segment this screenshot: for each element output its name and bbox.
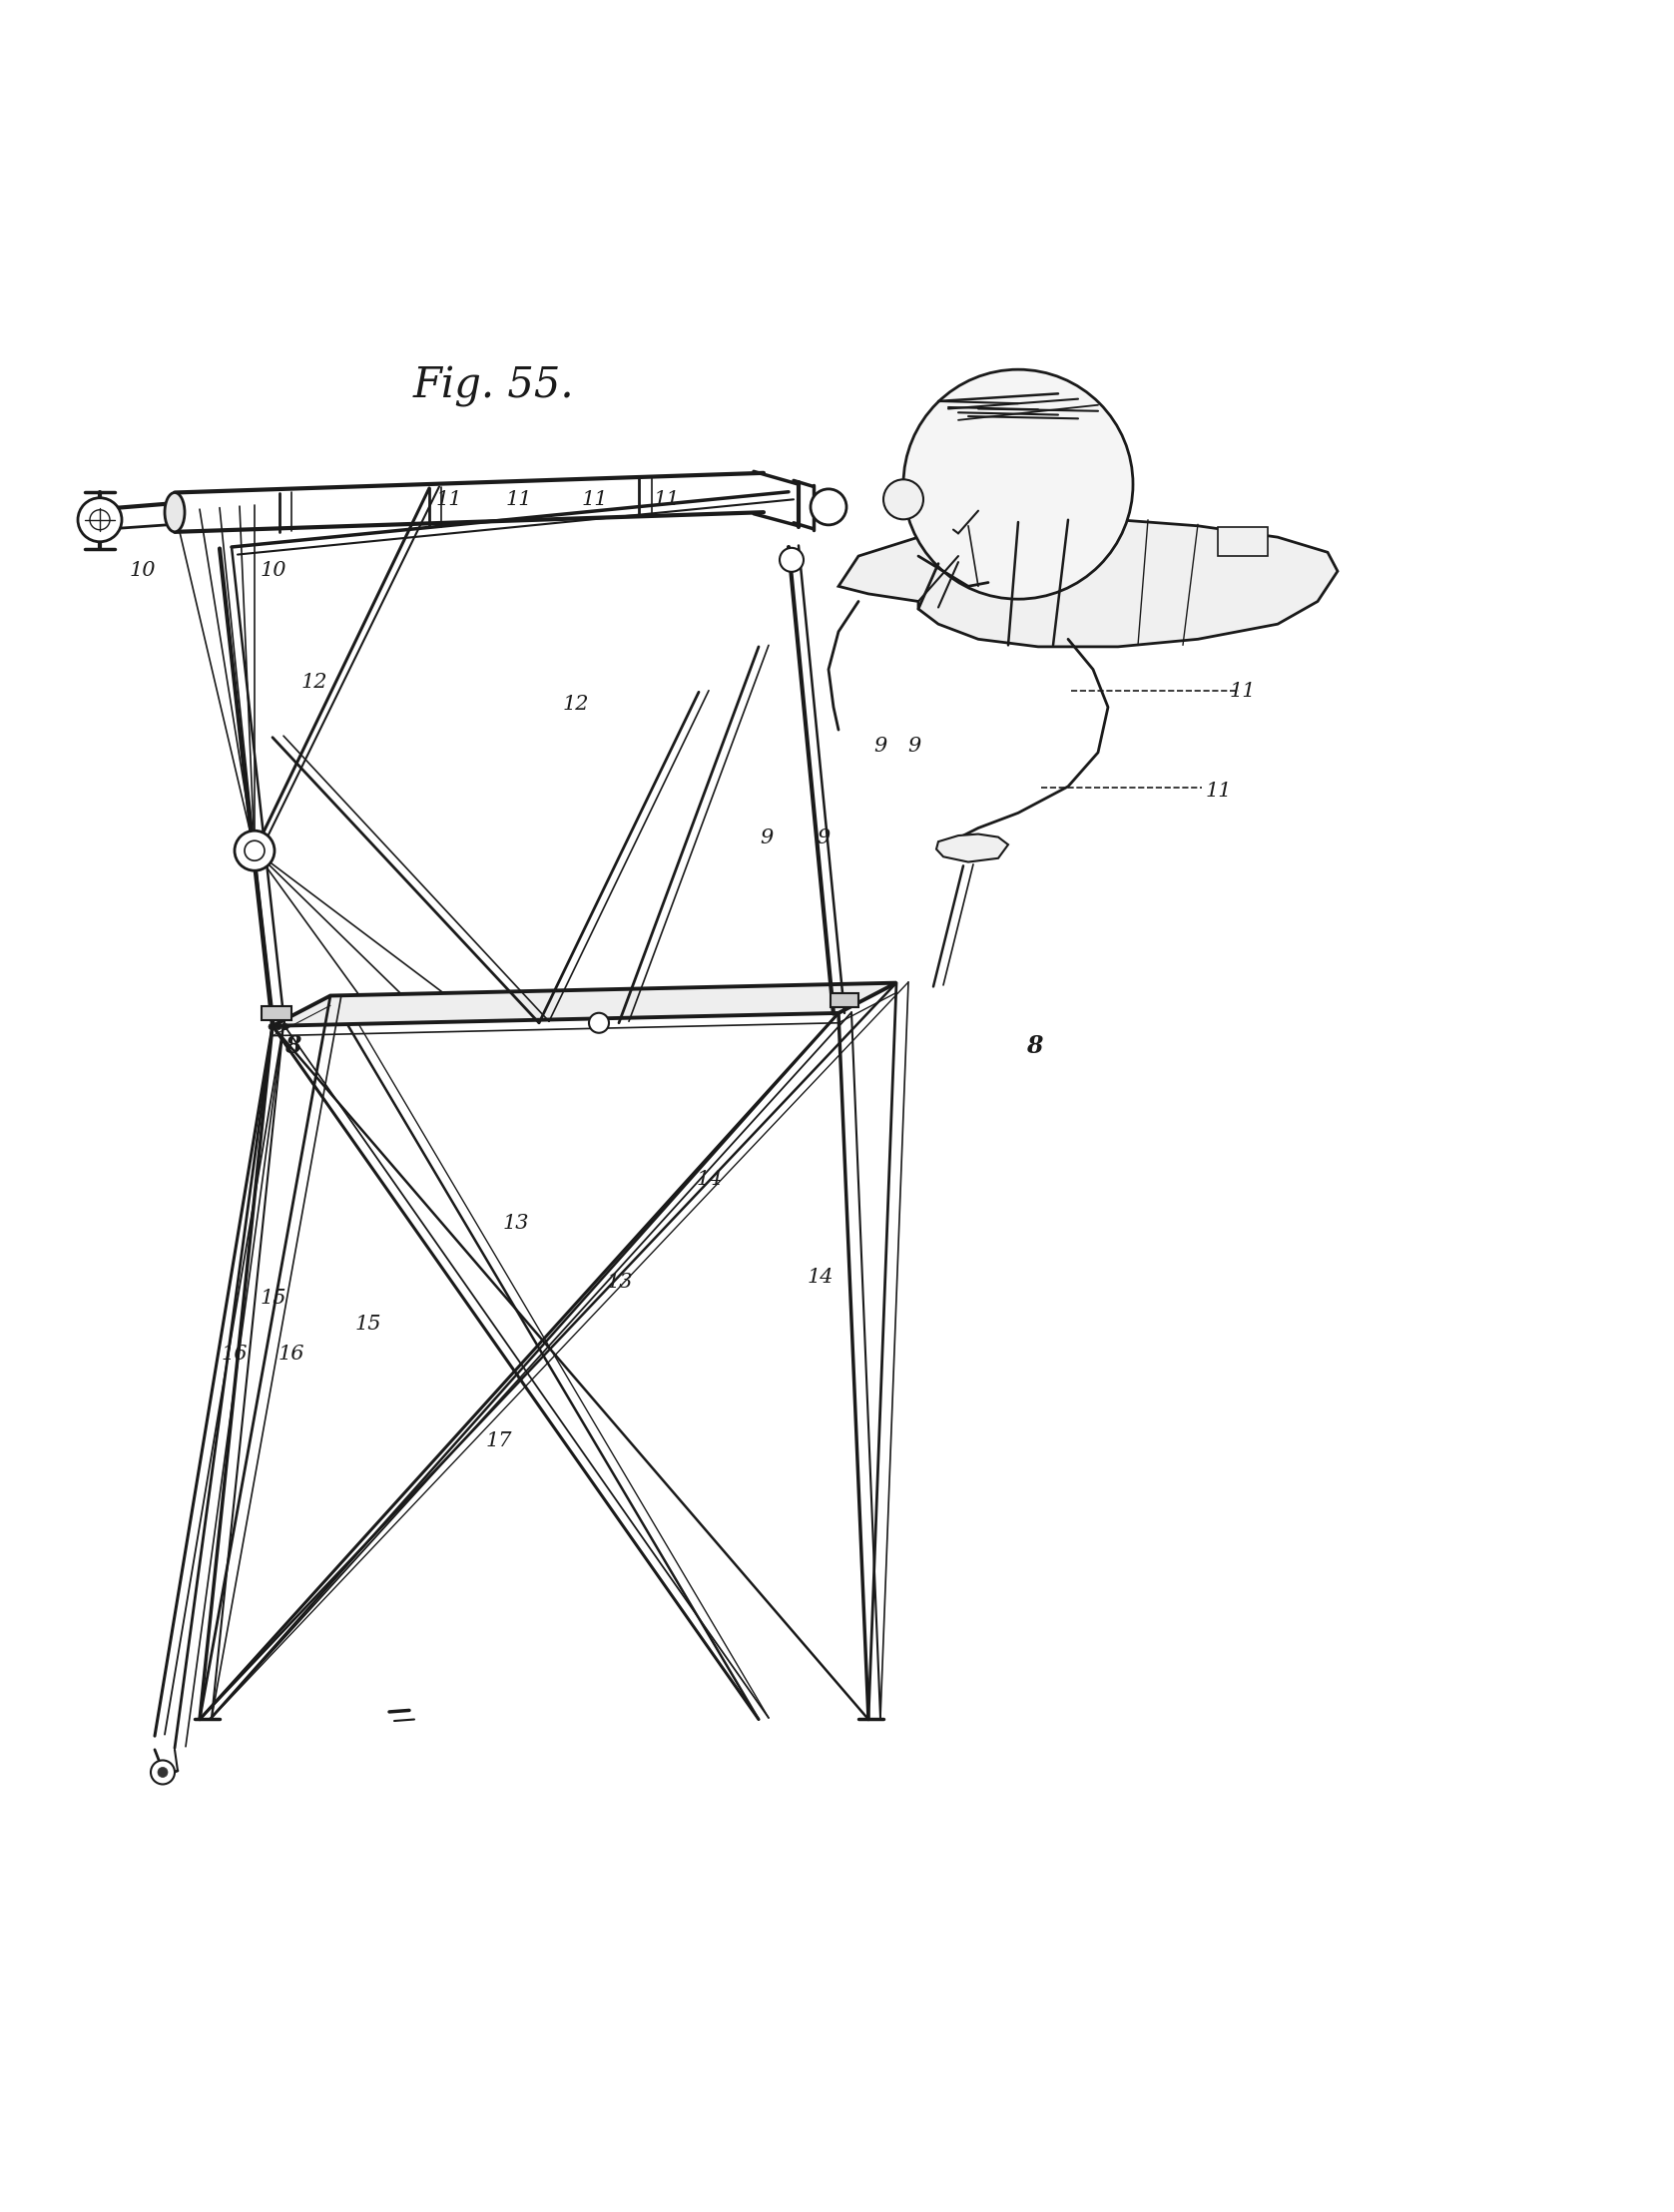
Text: 11: 11 bbox=[653, 491, 680, 509]
Circle shape bbox=[79, 498, 122, 542]
Text: 11: 11 bbox=[506, 491, 532, 509]
Text: 12: 12 bbox=[562, 695, 589, 714]
Circle shape bbox=[780, 549, 804, 573]
Text: 9: 9 bbox=[817, 830, 830, 847]
Circle shape bbox=[904, 369, 1133, 599]
Text: 13: 13 bbox=[502, 1214, 529, 1232]
Text: 12: 12 bbox=[301, 672, 328, 692]
Bar bbox=[1217, 526, 1267, 555]
Text: 13: 13 bbox=[606, 1272, 633, 1292]
Circle shape bbox=[589, 1013, 609, 1033]
Text: 14: 14 bbox=[696, 1170, 723, 1190]
Text: 14: 14 bbox=[807, 1267, 834, 1285]
Text: 8: 8 bbox=[1026, 1033, 1043, 1057]
Ellipse shape bbox=[164, 493, 184, 531]
Circle shape bbox=[244, 841, 264, 860]
Circle shape bbox=[234, 832, 275, 872]
Circle shape bbox=[276, 1024, 281, 1029]
Text: 9: 9 bbox=[907, 737, 921, 757]
Circle shape bbox=[283, 1024, 288, 1029]
Circle shape bbox=[157, 1767, 167, 1776]
Text: 11: 11 bbox=[1205, 781, 1232, 801]
Text: 16: 16 bbox=[278, 1345, 305, 1363]
Circle shape bbox=[810, 489, 847, 524]
Text: 17: 17 bbox=[485, 1431, 512, 1451]
Text: 15: 15 bbox=[259, 1290, 286, 1307]
Circle shape bbox=[90, 509, 110, 531]
Text: 10: 10 bbox=[259, 562, 286, 580]
Text: 11: 11 bbox=[1229, 681, 1256, 701]
Text: 10: 10 bbox=[129, 562, 156, 580]
Polygon shape bbox=[936, 834, 1008, 863]
Text: 16: 16 bbox=[221, 1345, 248, 1363]
Circle shape bbox=[268, 1024, 275, 1029]
Polygon shape bbox=[273, 982, 896, 1026]
Text: Fig. 55.: Fig. 55. bbox=[413, 365, 574, 407]
Text: 8: 8 bbox=[285, 1033, 301, 1057]
Bar bbox=[830, 993, 859, 1006]
Text: 11: 11 bbox=[435, 491, 462, 509]
Bar bbox=[261, 1006, 291, 1020]
Text: 9: 9 bbox=[760, 830, 773, 847]
Polygon shape bbox=[839, 518, 1338, 646]
Circle shape bbox=[151, 1761, 174, 1785]
Circle shape bbox=[884, 480, 924, 520]
Text: 9: 9 bbox=[874, 737, 887, 757]
Text: 11: 11 bbox=[581, 491, 608, 509]
Text: 15: 15 bbox=[355, 1314, 382, 1334]
